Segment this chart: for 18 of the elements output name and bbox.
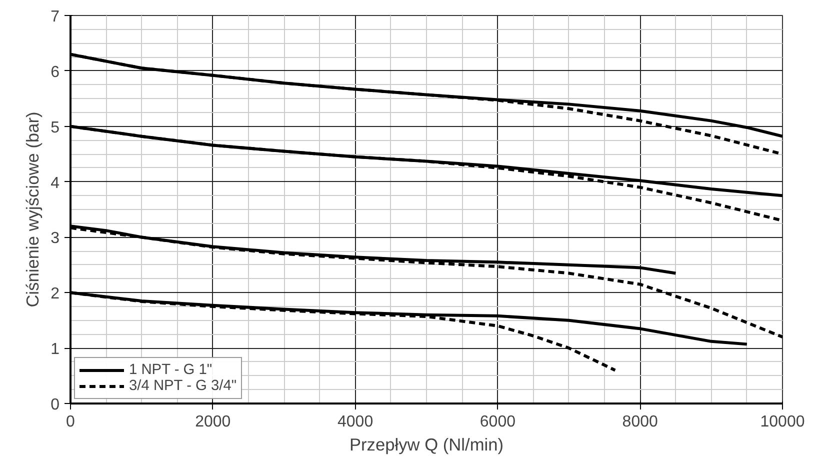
x-tick-label: 0 xyxy=(66,414,76,430)
y-tick-label: 4 xyxy=(50,174,60,192)
y-tick-label: 3 xyxy=(50,230,60,248)
x-axis-title: Przepływ Q (Nl/min) xyxy=(349,434,504,454)
y-tick-label: 2 xyxy=(50,286,60,303)
y-tick-label: 1 xyxy=(50,341,60,358)
y-tick-label: 5 xyxy=(50,119,60,136)
legend-label: 1 NPT - G 1" xyxy=(129,362,212,378)
x-tick-label: 2000 xyxy=(195,414,231,430)
x-tick-label: 4000 xyxy=(338,414,374,430)
y-tick-label: 6 xyxy=(50,64,60,81)
x-tick-label: 6000 xyxy=(480,414,516,430)
x-tick-label: 10000 xyxy=(760,414,805,430)
legend-label: 3/4 NPT - G 3/4" xyxy=(129,378,237,394)
y-axis-title: Ciśnienie wyjściowe (bar) xyxy=(22,112,43,308)
y-tick-label: 0 xyxy=(50,396,60,414)
x-tick-label: 8000 xyxy=(622,414,658,430)
y-tick-label: 7 xyxy=(50,8,60,26)
